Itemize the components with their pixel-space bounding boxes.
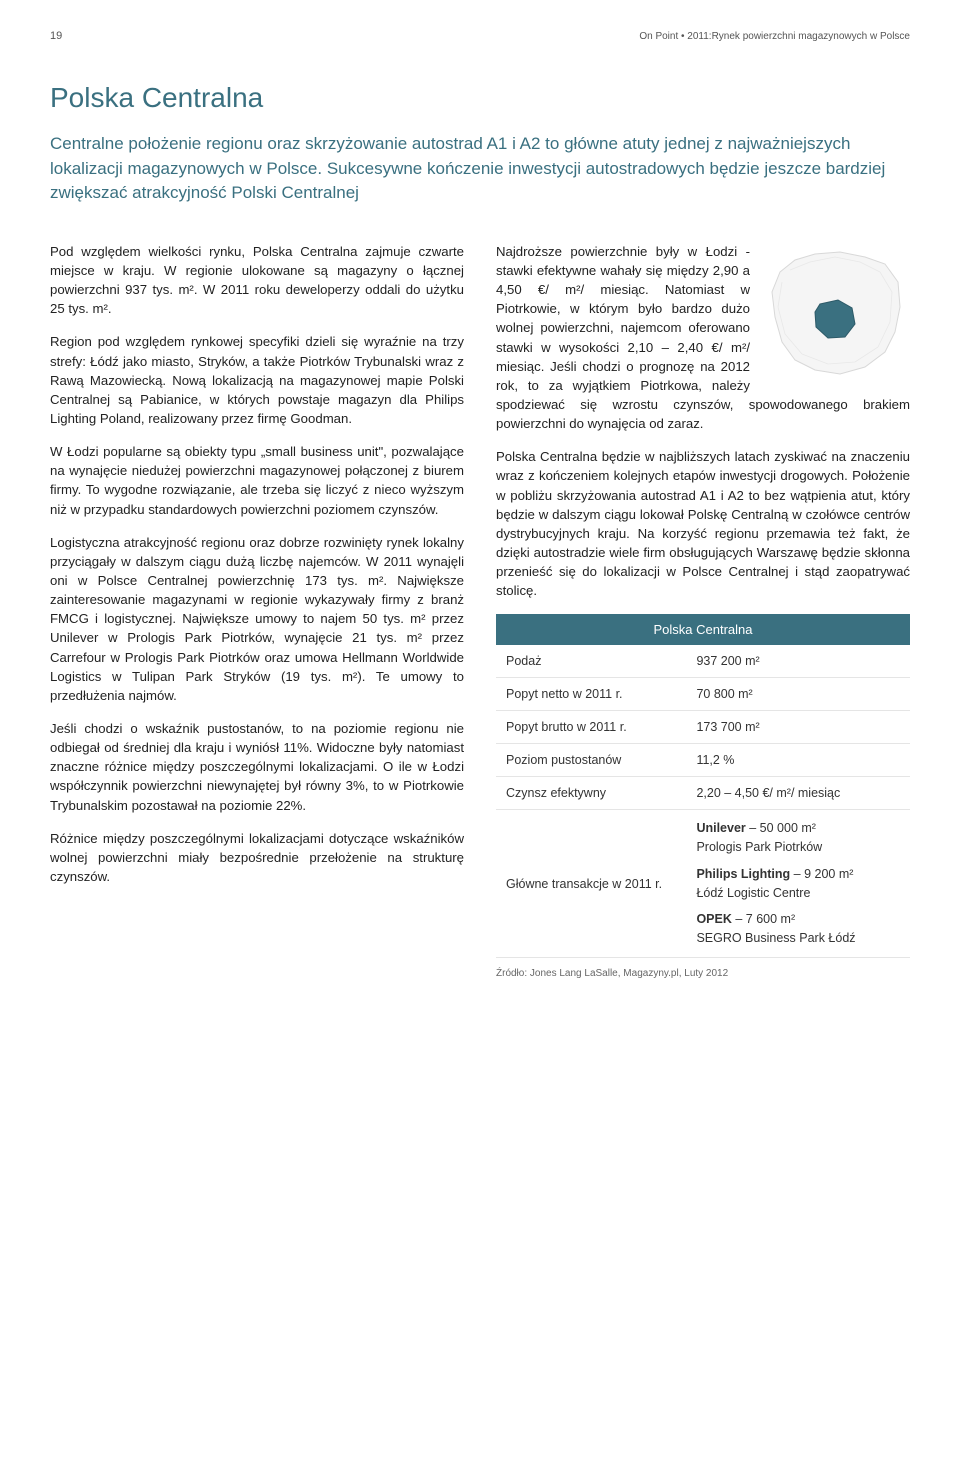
right-column: Najdroższe powierzchnie były w Łodzi - s… xyxy=(496,242,910,979)
paragraph: Pod względem wielkości rynku, Polska Cen… xyxy=(50,242,464,319)
source-note: Źródło: Jones Lang LaSalle, Magazyny.pl,… xyxy=(496,968,910,979)
table-header: Polska Centralna xyxy=(496,614,910,645)
paragraph: W Łodzi popularne są obiekty typu „small… xyxy=(50,442,464,519)
table-cell-label: Poziom pustostanów xyxy=(496,744,686,777)
region-title: Polska Centralna xyxy=(50,82,910,114)
region-subtitle: Centralne położenie regionu oraz skrzyżo… xyxy=(50,132,890,206)
table-cell-value: 2,20 – 4,50 €/ m²/ miesiąc xyxy=(686,777,910,810)
table-cell-value: 11,2 % xyxy=(686,744,910,777)
table-cell-label: Popyt netto w 2011 r. xyxy=(496,678,686,711)
paragraph: Różnice między poszczególnymi lokalizacj… xyxy=(50,829,464,886)
document-title: On Point • 2011:Rynek powierzchni magazy… xyxy=(639,31,910,42)
table-cell-value: Unilever – 50 000 m²Prologis Park Piotrk… xyxy=(686,810,910,958)
table-row: Popyt brutto w 2011 r.173 700 m² xyxy=(496,711,910,744)
table-cell-value: 70 800 m² xyxy=(686,678,910,711)
table-cell-label: Popyt brutto w 2011 r. xyxy=(496,711,686,744)
left-column: Pod względem wielkości rynku, Polska Cen… xyxy=(50,242,464,979)
paragraph: Region pod względem rynkowej specyfiki d… xyxy=(50,332,464,428)
page-header: 19 On Point • 2011:Rynek powierzchni mag… xyxy=(50,30,910,42)
table-row: Poziom pustostanów11,2 % xyxy=(496,744,910,777)
table-row: Czynsz efektywny2,20 – 4,50 €/ m²/ miesi… xyxy=(496,777,910,810)
table-cell-value: 173 700 m² xyxy=(686,711,910,744)
region-data-table: Polska Centralna Podaż937 200 m²Popyt ne… xyxy=(496,614,910,958)
paragraph: Jeśli chodzi o wskaźnik pustostanów, to … xyxy=(50,719,464,815)
poland-map-icon xyxy=(760,242,910,382)
table-cell-label: Główne transakcje w 2011 r. xyxy=(496,810,686,958)
table-cell-label: Podaż xyxy=(496,645,686,678)
page-number: 19 xyxy=(50,30,62,42)
table-row: Główne transakcje w 2011 r.Unilever – 50… xyxy=(496,810,910,958)
table-cell-label: Czynsz efektywny xyxy=(496,777,686,810)
table-row: Podaż937 200 m² xyxy=(496,645,910,678)
table-cell-value: 937 200 m² xyxy=(686,645,910,678)
content-columns: Pod względem wielkości rynku, Polska Cen… xyxy=(50,242,910,979)
table-row: Popyt netto w 2011 r.70 800 m² xyxy=(496,678,910,711)
paragraph: Logistyczna atrakcyjność regionu oraz do… xyxy=(50,533,464,705)
paragraph: Polska Centralna będzie w najbliższych l… xyxy=(496,447,910,600)
